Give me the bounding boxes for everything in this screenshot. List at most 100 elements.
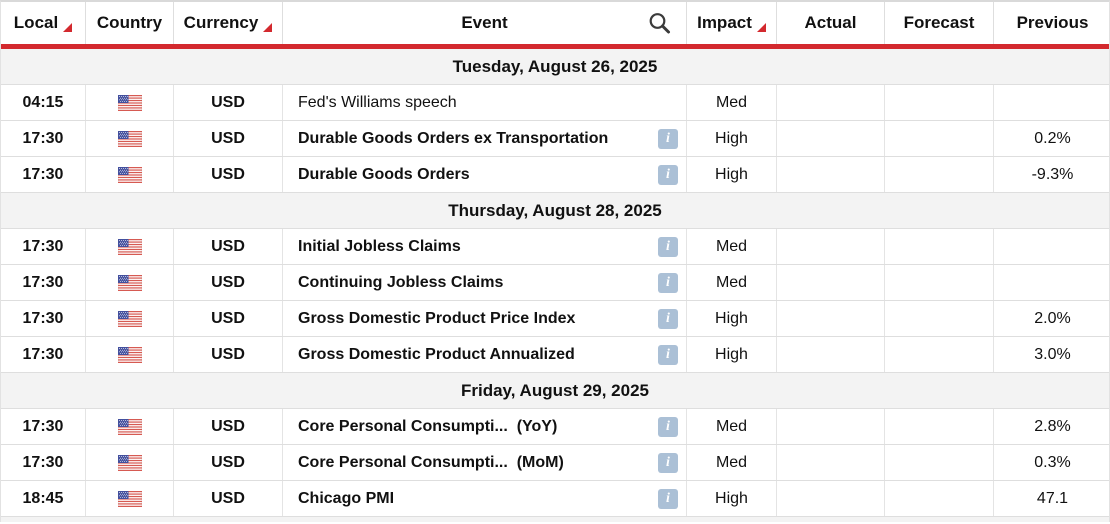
event-name: Gross Domestic Product Price Index xyxy=(298,309,576,327)
info-icon[interactable]: i xyxy=(658,128,678,149)
column-header-forecast-label: Forecast xyxy=(903,13,975,32)
event-forecast xyxy=(885,445,994,480)
event-previous: 47.1 xyxy=(1036,489,1069,507)
event-actual xyxy=(777,265,885,300)
event-impact: High xyxy=(687,337,777,372)
event-forecast xyxy=(885,229,994,264)
info-icon[interactable]: i xyxy=(658,488,678,509)
event-name: Chicago PMI xyxy=(298,489,395,507)
info-icon[interactable]: i xyxy=(658,452,678,473)
column-header-previous[interactable]: Previous xyxy=(994,2,1110,44)
event-name: Continuing Jobless Claims xyxy=(298,273,504,291)
event-time: 17:30 xyxy=(1,445,86,480)
country-cell xyxy=(86,337,174,372)
event-currency: USD xyxy=(174,445,283,480)
info-icon[interactable]: i xyxy=(658,236,678,257)
event-time: 17:30 xyxy=(1,157,86,192)
column-header-currency-label: Currency xyxy=(183,13,259,32)
column-header-impact[interactable]: Impact xyxy=(687,2,777,44)
column-header-local[interactable]: Local xyxy=(1,2,86,44)
info-icon[interactable]: i xyxy=(658,308,678,329)
event-row[interactable]: 17:30 xyxy=(1,157,1109,193)
event-row[interactable]: 17:30 xyxy=(1,409,1109,445)
event-previous: 0.2% xyxy=(1034,129,1071,147)
event-impact: Med xyxy=(687,409,777,444)
event-row[interactable]: 18:45 xyxy=(1,481,1109,517)
event-name: Gross Domestic Product Annualized xyxy=(298,345,575,363)
column-header-currency[interactable]: Currency xyxy=(174,2,283,44)
info-icon[interactable]: i xyxy=(658,344,678,365)
event-impact: Med xyxy=(687,85,777,120)
event-previous xyxy=(994,265,1110,300)
event-name: Fed's Williams speech xyxy=(298,93,457,111)
event-time: 17:30 xyxy=(1,121,86,156)
event-currency: USD xyxy=(174,265,283,300)
country-cell xyxy=(86,409,174,444)
us-flag-icon xyxy=(117,418,142,435)
us-flag-icon xyxy=(117,310,142,327)
column-header-event: Event xyxy=(283,2,687,44)
event-impact: Med xyxy=(687,229,777,264)
event-impact: High xyxy=(687,121,777,156)
event-actual xyxy=(777,337,885,372)
country-cell xyxy=(86,445,174,480)
event-actual xyxy=(777,481,885,516)
sort-triangle-icon xyxy=(263,22,273,32)
event-currency: USD xyxy=(174,121,283,156)
event-row[interactable]: 17:30 xyxy=(1,121,1109,157)
event-impact: High xyxy=(687,301,777,336)
event-row[interactable]: 17:30 xyxy=(1,229,1109,265)
event-currency: USD xyxy=(174,229,283,264)
event-forecast xyxy=(885,157,994,192)
event-currency: USD xyxy=(174,85,283,120)
event-row[interactable]: 17:30 xyxy=(1,265,1109,301)
country-cell xyxy=(86,157,174,192)
event-time: 17:30 xyxy=(1,301,86,336)
info-icon[interactable]: i xyxy=(658,164,678,185)
event-forecast xyxy=(885,121,994,156)
event-cell: Fed's Williams speech i xyxy=(283,85,687,120)
event-row[interactable]: 17:30 xyxy=(1,301,1109,337)
event-impact: Med xyxy=(687,265,777,300)
event-time: 17:30 xyxy=(1,337,86,372)
us-flag-icon xyxy=(117,346,142,363)
event-actual xyxy=(777,229,885,264)
event-impact: High xyxy=(687,481,777,516)
column-header-forecast[interactable]: Forecast xyxy=(885,2,994,44)
event-currency: USD xyxy=(174,301,283,336)
event-cell: Initial Jobless Claims i xyxy=(283,229,687,264)
event-currency: USD xyxy=(174,481,283,516)
event-row[interactable]: 17:30 xyxy=(1,445,1109,481)
event-cell: Chicago PMI i xyxy=(283,481,687,516)
event-cell: Durable Goods Orders i xyxy=(283,157,687,192)
event-name: Durable Goods Orders xyxy=(298,165,470,183)
event-cell: Gross Domestic Product Annualized i xyxy=(283,337,687,372)
event-forecast xyxy=(885,481,994,516)
event-actual xyxy=(777,121,885,156)
event-cell: Core Personal Consumpti... (YoY) i xyxy=(283,409,687,444)
country-cell xyxy=(86,85,174,120)
event-name: Initial Jobless Claims xyxy=(298,237,461,255)
event-row[interactable]: 04:15 xyxy=(1,85,1109,121)
us-flag-icon xyxy=(117,94,142,111)
event-previous xyxy=(994,229,1110,264)
event-time: 17:30 xyxy=(1,265,86,300)
event-previous xyxy=(994,85,1110,120)
info-icon[interactable]: i xyxy=(658,272,678,293)
event-actual xyxy=(777,85,885,120)
column-header-actual[interactable]: Actual xyxy=(777,2,885,44)
event-forecast xyxy=(885,409,994,444)
event-forecast xyxy=(885,337,994,372)
us-flag-icon xyxy=(117,130,142,147)
event-name: Core Personal Consumpti... (MoM) xyxy=(298,453,564,471)
info-icon[interactable]: i xyxy=(658,416,678,437)
search-icon[interactable] xyxy=(647,11,672,36)
event-row[interactable]: 17:30 xyxy=(1,337,1109,373)
country-cell xyxy=(86,481,174,516)
event-previous: 3.0% xyxy=(1034,345,1071,363)
event-currency: USD xyxy=(174,337,283,372)
event-name: Core Personal Consumpti... (YoY) xyxy=(298,417,558,435)
column-header-country[interactable]: Country xyxy=(86,2,174,44)
event-time: 18:45 xyxy=(1,481,86,516)
event-actual xyxy=(777,445,885,480)
